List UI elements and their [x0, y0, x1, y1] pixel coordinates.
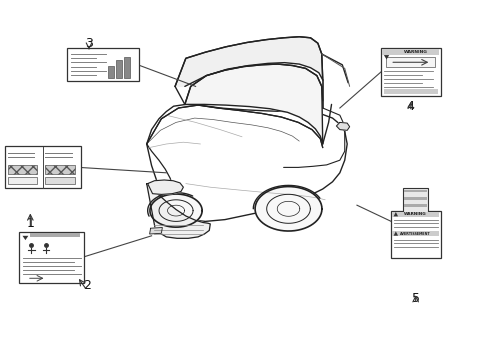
- Text: 2: 2: [83, 279, 91, 292]
- Text: WARNING: WARNING: [403, 50, 427, 54]
- Polygon shape: [383, 55, 388, 59]
- FancyBboxPatch shape: [383, 89, 437, 94]
- Polygon shape: [146, 184, 210, 238]
- FancyBboxPatch shape: [380, 48, 440, 96]
- FancyBboxPatch shape: [124, 57, 130, 78]
- Text: AVERTISSEMENT: AVERTISSEMENT: [400, 231, 430, 235]
- Text: 5: 5: [411, 292, 419, 305]
- FancyBboxPatch shape: [4, 146, 81, 188]
- Polygon shape: [146, 104, 346, 221]
- FancyBboxPatch shape: [7, 165, 37, 174]
- Polygon shape: [150, 194, 202, 227]
- Polygon shape: [22, 236, 28, 240]
- Text: WARNING: WARNING: [404, 212, 426, 216]
- Polygon shape: [175, 37, 322, 86]
- Polygon shape: [149, 228, 162, 234]
- Polygon shape: [184, 64, 322, 144]
- Polygon shape: [255, 186, 321, 231]
- Text: 3: 3: [85, 37, 93, 50]
- FancyBboxPatch shape: [404, 197, 426, 200]
- Polygon shape: [393, 212, 397, 216]
- Polygon shape: [336, 122, 349, 130]
- Polygon shape: [393, 231, 397, 236]
- FancyBboxPatch shape: [30, 233, 80, 237]
- Text: 4: 4: [406, 100, 414, 113]
- FancyBboxPatch shape: [391, 231, 438, 236]
- FancyBboxPatch shape: [7, 176, 37, 184]
- Polygon shape: [147, 180, 183, 194]
- FancyBboxPatch shape: [19, 232, 83, 283]
- FancyBboxPatch shape: [402, 188, 427, 213]
- FancyBboxPatch shape: [116, 60, 122, 78]
- FancyBboxPatch shape: [45, 165, 74, 174]
- FancyBboxPatch shape: [108, 66, 114, 78]
- FancyBboxPatch shape: [386, 57, 434, 67]
- FancyBboxPatch shape: [66, 48, 138, 81]
- FancyBboxPatch shape: [404, 190, 426, 193]
- FancyBboxPatch shape: [390, 211, 440, 258]
- FancyBboxPatch shape: [45, 176, 74, 184]
- FancyBboxPatch shape: [391, 212, 438, 217]
- FancyBboxPatch shape: [404, 204, 426, 207]
- Text: 1: 1: [26, 217, 34, 230]
- FancyBboxPatch shape: [382, 49, 438, 55]
